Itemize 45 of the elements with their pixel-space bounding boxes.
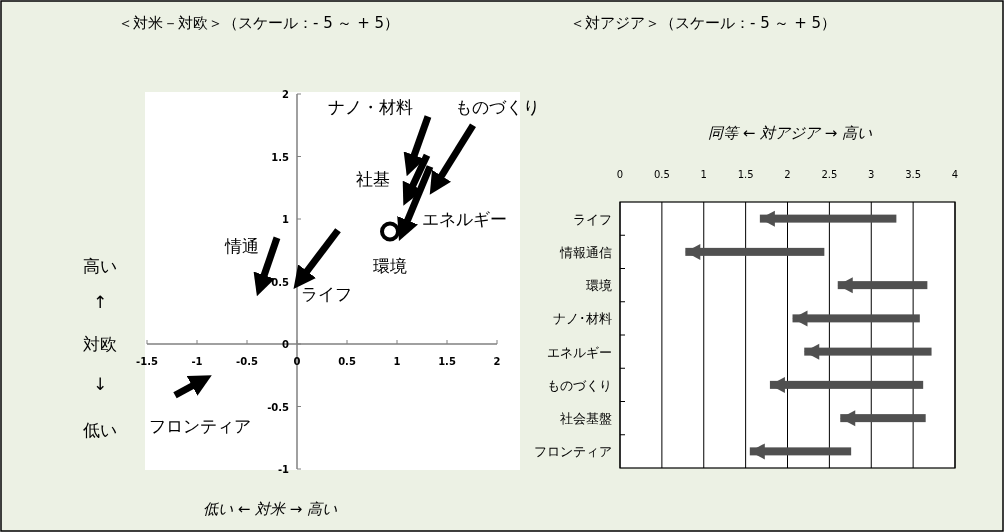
chart-title: ＜対米－対欧＞（スケール：- 5 ～ + 5） xyxy=(118,14,400,32)
x-tick-label: 1 xyxy=(393,356,401,367)
y-tick-label: ものづくり xyxy=(547,377,612,393)
y-tick-label: -0.5 xyxy=(267,401,290,413)
y-tick-label: 0 xyxy=(282,339,290,350)
series-label: 社基 xyxy=(356,169,390,190)
x-tick-label: 0 xyxy=(293,356,301,367)
series-label: エネルギー xyxy=(422,208,507,229)
chart-title: ＜対アジア＞（スケール：- 5 ～ + 5） xyxy=(570,14,837,32)
y-tick-label: 環境 xyxy=(586,278,612,294)
x-axis-title: 同等 ← 対アジア → 高い xyxy=(707,124,873,142)
x-tick-label: 2 xyxy=(784,169,791,180)
series-label: 環境 xyxy=(373,255,407,276)
text: 高い ↑ 対欧 ↓ 低い xyxy=(83,256,117,440)
y-tick-label: 社会基盤 xyxy=(560,411,612,427)
x-tick-label: 0.5 xyxy=(338,356,356,367)
x-tick-label: 3.5 xyxy=(905,169,922,180)
y-tick-label: 情報通信 xyxy=(559,244,612,260)
x-tick-label: 4 xyxy=(951,169,959,180)
y-tick-label: -1 xyxy=(277,464,290,475)
y-tick-label: 2 xyxy=(282,89,290,100)
series-label: ナノ・材料 xyxy=(327,96,413,117)
series-label: 情通 xyxy=(224,235,259,256)
y-tick-label: 1 xyxy=(282,214,290,225)
series-label: ライフ xyxy=(300,283,352,304)
y-tick-label: ナノ･材料 xyxy=(553,311,612,327)
series-label: フロンティア xyxy=(149,415,251,436)
x-tick-label: -1 xyxy=(191,356,203,367)
x-tick-label: 1 xyxy=(700,169,707,180)
x-axis-title: 低い ← 対米 → 高い xyxy=(202,500,338,518)
x-tick-label: 2.5 xyxy=(821,169,838,180)
x-tick-label: 0.5 xyxy=(653,169,670,180)
x-tick-label: -1.5 xyxy=(136,356,158,367)
x-tick-label: 2 xyxy=(493,356,501,367)
x-tick-label: 1.5 xyxy=(438,356,456,367)
y-tick-label: 1.5 xyxy=(271,151,290,163)
y-tick-label: 0.5 xyxy=(271,276,290,288)
y-tick-label: フロンティア xyxy=(534,444,612,460)
x-tick-label: -0.5 xyxy=(236,356,258,367)
y-tick-label: ライフ xyxy=(573,211,612,227)
y-tick-label: エネルギー xyxy=(547,344,612,360)
x-tick-label: 3 xyxy=(868,169,875,180)
x-tick-label: 0 xyxy=(616,169,624,180)
x-tick-label: 1.5 xyxy=(737,169,754,180)
series-label: ものづくり xyxy=(454,97,540,118)
